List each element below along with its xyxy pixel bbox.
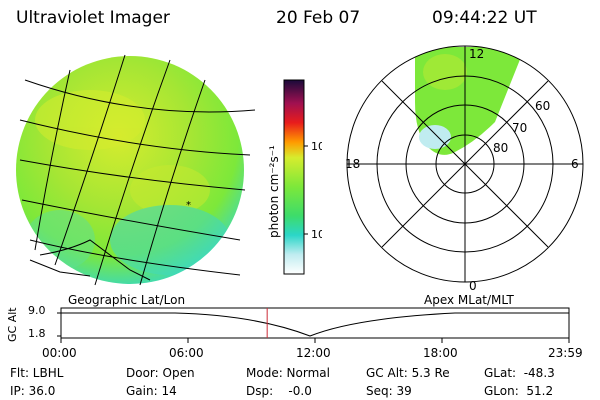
colorbar-label: photon cm⁻²s⁻¹ [267, 145, 281, 238]
station-marker: * [186, 200, 191, 211]
altitude-timeline [57, 307, 570, 343]
time-label: 09:44:22 UT [432, 8, 537, 28]
status-glat: GLat: -48.3 [484, 366, 555, 380]
x-tick-1800: 18:00 [423, 346, 458, 360]
status-gc-alt: GC Alt: 5.3 Re [366, 366, 450, 380]
mlt-label-6: 6 [571, 157, 579, 171]
status-filter: Flt: LBHL [10, 366, 64, 380]
status-gain: Gain: 14 [126, 384, 177, 398]
lat-label-80: 80 [493, 141, 508, 155]
mlt-label-12: 12 [469, 47, 484, 61]
status-ip: IP: 36.0 [10, 384, 56, 398]
mlt-label-18: 18 [345, 157, 360, 171]
status-seq: Seq: 39 [366, 384, 412, 398]
lat-label-60: 60 [535, 99, 550, 113]
gc-alt-axis-label: GC Alt [6, 307, 19, 342]
colorbar-tick-100: 100 [311, 140, 322, 153]
apex-label: Apex MLat/MLT [424, 293, 514, 307]
app-title: Ultraviolet Imager [16, 8, 170, 28]
geographic-label: Geographic Lat/Lon [68, 293, 186, 307]
status-dsp: Dsp: -0.0 [246, 384, 312, 398]
y-tick-9: 9.0 [28, 304, 46, 317]
mlt-label-0: 0 [469, 279, 477, 292]
geographic-image: * [16, 54, 256, 286]
x-tick-1200: 12:00 [296, 346, 331, 360]
status-mode: Mode: Normal [246, 366, 330, 380]
x-tick-0000: 00:00 [42, 346, 77, 360]
x-tick-2359: 23:59 [548, 346, 583, 360]
lat-label-70: 70 [512, 121, 527, 135]
date-label: 20 Feb 07 [276, 8, 361, 28]
polar-plot: 12 18 6 0 60 70 80 [345, 45, 584, 292]
colorbar: 100 10 photon cm⁻²s⁻¹ [267, 79, 322, 275]
x-tick-0600: 06:00 [169, 346, 204, 360]
y-tick-1.8: 1.8 [28, 327, 46, 340]
colorbar-tick-10: 10 [311, 228, 322, 241]
status-glon: GLon: 51.2 [484, 384, 554, 398]
status-door: Door: Open [126, 366, 195, 380]
